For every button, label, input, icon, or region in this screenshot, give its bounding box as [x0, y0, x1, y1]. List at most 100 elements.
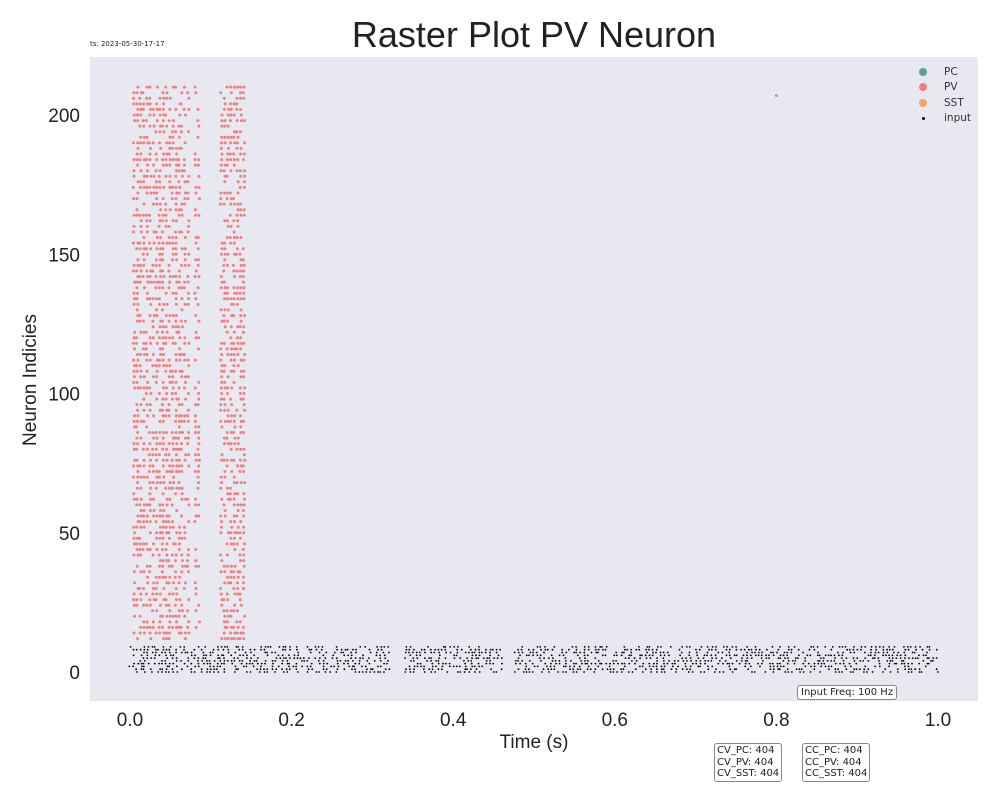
- input-spike-point: [139, 660, 142, 662]
- input-spike-point: [404, 671, 407, 673]
- input-spike-point: [845, 657, 848, 659]
- input-spike-point: [706, 651, 709, 654]
- pv-spike-point: [239, 336, 243, 340]
- input-spike-point: [209, 662, 212, 665]
- cv-stats-box: CV_PC: 404 CV_PV: 404 CV_SST: 404: [714, 743, 783, 782]
- input-spike-point: [475, 654, 477, 657]
- pv-spike-point: [219, 419, 223, 423]
- pv-spike-point: [155, 158, 159, 162]
- input-spike-point: [453, 654, 456, 657]
- pv-spike-point: [167, 358, 171, 362]
- pv-spike-point: [172, 481, 176, 485]
- pv-spike-point: [236, 325, 240, 329]
- legend: PC PV SST input: [914, 64, 971, 126]
- input-spike-point: [762, 660, 764, 662]
- pv-spike-point: [194, 91, 198, 95]
- pv-spike-point: [242, 470, 246, 473]
- pv-spike-point: [233, 425, 237, 429]
- input-spike-point: [408, 665, 411, 668]
- input-spike-point: [466, 657, 469, 659]
- pv-spike-point: [197, 158, 201, 162]
- input-spike-point: [817, 660, 820, 662]
- pv-spike-point: [174, 358, 178, 362]
- pv-spike-point: [243, 481, 247, 485]
- pv-spike-point: [183, 180, 187, 184]
- pv-spike-point: [142, 509, 146, 512]
- pv-spike-point: [197, 436, 201, 440]
- input-spike-point: [449, 646, 452, 648]
- input-spike-point: [903, 646, 905, 648]
- pv-spike-point: [220, 241, 224, 245]
- pv-spike-point: [154, 258, 158, 262]
- input-spike-point: [524, 662, 527, 665]
- pv-spike-point: [180, 247, 184, 251]
- input-spike-point: [143, 646, 146, 648]
- pv-spike-point: [135, 152, 139, 156]
- pv-spike-point: [158, 302, 161, 306]
- input-spike-point: [272, 662, 274, 665]
- pv-spike-point: [171, 135, 175, 139]
- pv-spike-point: [235, 347, 239, 351]
- input-spike-point: [489, 660, 491, 662]
- input-spike-point: [351, 668, 353, 671]
- input-spike-point: [519, 654, 521, 657]
- input-spike-point: [744, 662, 747, 665]
- input-spike-point: [326, 662, 329, 665]
- input-spike-point: [149, 668, 152, 671]
- pv-spike-point: [146, 414, 149, 418]
- pv-marker-icon: [919, 83, 927, 92]
- input-spike-point: [344, 660, 347, 662]
- input-spike-point: [463, 671, 466, 673]
- input-spike-point: [171, 657, 174, 659]
- pv-spike-point: [186, 419, 190, 423]
- pv-spike-point: [157, 470, 161, 473]
- pv-spike-point: [232, 458, 236, 462]
- input-spike-point: [675, 671, 677, 673]
- input-spike-point: [859, 668, 861, 671]
- pv-spike-point: [148, 509, 152, 512]
- input-spike-point: [383, 662, 385, 665]
- input-spike-point: [802, 671, 805, 673]
- pv-spike-point: [174, 291, 178, 295]
- pv-spike-point: [180, 603, 184, 607]
- pv-spike-point: [142, 625, 146, 629]
- input-spike-point: [166, 665, 169, 668]
- pv-spike-point: [152, 414, 155, 418]
- input-spike-point: [583, 646, 586, 648]
- pv-spike-point: [242, 291, 246, 295]
- pv-spike-point: [236, 609, 239, 613]
- input-spike-point: [416, 657, 419, 659]
- pv-spike-point: [132, 492, 136, 496]
- pv-spike-point: [180, 353, 184, 356]
- input-spike-point: [744, 660, 747, 662]
- input-spike-point: [699, 662, 702, 665]
- pv-spike-point: [183, 258, 187, 262]
- pv-spike-point: [155, 247, 159, 251]
- pv-spike-point: [165, 152, 169, 156]
- input-spike-point: [891, 657, 894, 659]
- pv-spike-point: [197, 603, 201, 607]
- pv-spike-point: [230, 347, 233, 351]
- pv-spike-point: [243, 353, 247, 356]
- sst-marker-icon: [919, 98, 927, 107]
- pv-spike-point: [164, 325, 168, 329]
- pv-spike-point: [148, 625, 152, 629]
- input-spike-point: [878, 665, 881, 668]
- pv-spike-point: [226, 492, 230, 496]
- input-spike-point: [612, 662, 615, 665]
- pv-spike-point: [164, 453, 168, 457]
- input-spike-point: [480, 651, 483, 654]
- pv-spike-point: [174, 252, 178, 256]
- pv-spike-point: [226, 419, 230, 423]
- pv-spike-point: [161, 575, 165, 579]
- input-spike-point: [253, 654, 256, 657]
- input-spike-point: [561, 648, 564, 651]
- input-spike-point: [648, 648, 650, 651]
- pv-spike-point: [158, 180, 162, 184]
- input-spike-point: [558, 660, 561, 662]
- input-spike-point: [884, 668, 887, 671]
- pv-spike-point: [132, 447, 136, 451]
- pv-spike-point: [197, 620, 201, 624]
- pv-spike-point: [168, 275, 172, 278]
- pv-spike-point: [242, 185, 246, 189]
